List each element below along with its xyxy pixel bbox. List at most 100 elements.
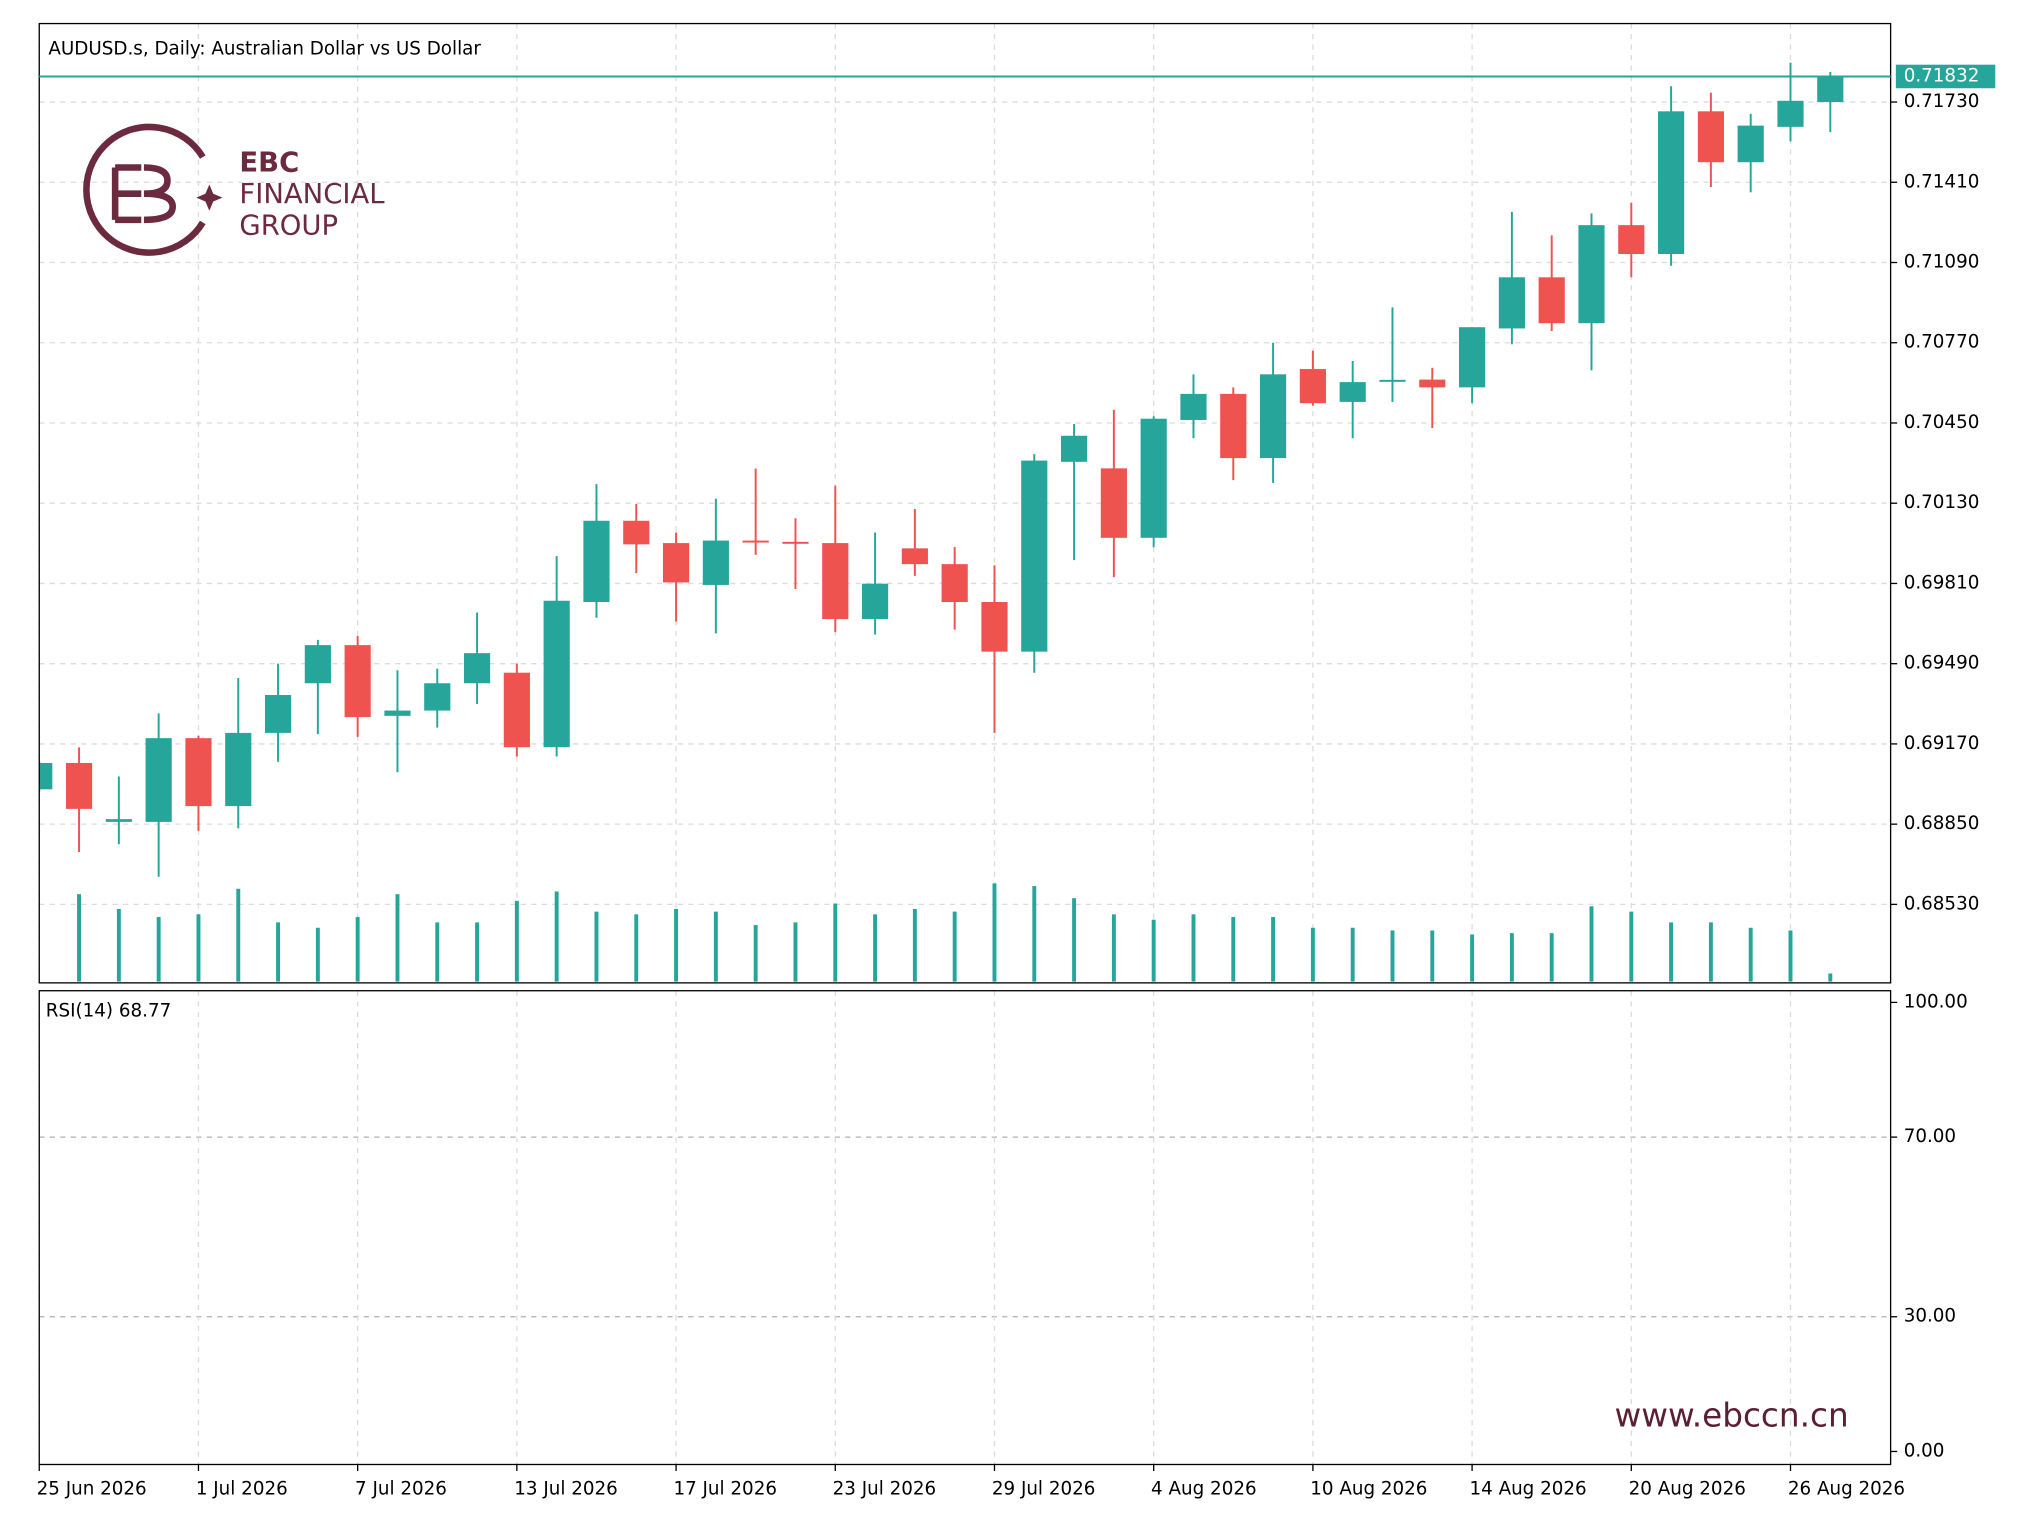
candle-body [1220,393,1247,459]
x-tick-label: 23 Jul 2026 [833,1478,937,1499]
x-tick-label: 4 Aug 2026 [1151,1478,1257,1499]
volume-bar [1310,927,1315,982]
volume-bar [833,903,838,982]
candle-body [1419,379,1446,388]
volume-bar [475,922,480,982]
x-tick-label: 25 Jun 2026 [37,1478,147,1499]
volume-bar [1669,922,1674,982]
volume-bar [77,894,82,982]
candle-body [503,672,530,748]
volume-bar [713,911,718,982]
candle-body [1379,379,1406,382]
y-tick-label: 0.69490 [1904,653,1980,674]
candle-body [782,541,809,544]
y-tick-label: 0.71090 [1904,252,1980,273]
candle-body [1021,460,1048,652]
candle-body [941,564,968,603]
volume-bar [753,925,758,982]
volume-bar [116,908,121,982]
volume-bar [1629,911,1634,982]
candle-body [264,695,292,733]
volume-bar [236,888,241,982]
x-tick-label: 7 Jul 2026 [355,1478,447,1499]
price-plot [39,62,1844,982]
volume-bar [1788,930,1793,982]
candle-body [65,762,93,809]
x-tick-label: 17 Jul 2026 [673,1478,777,1499]
volume-bar [1231,917,1236,982]
logo-text: GROUP [239,210,338,241]
volume-bar [514,900,519,982]
volume-bar [554,891,559,982]
x-tick-label: 26 Aug 2026 [1788,1478,1905,1499]
candle-body [463,653,491,684]
volume-bar [315,927,320,982]
x-tick-label: 10 Aug 2026 [1310,1478,1427,1499]
volume-bar [1032,886,1037,982]
candle-body [1737,125,1764,163]
rsi-frame [38,990,1892,1466]
y-tick-label: 100.00 [1904,991,1968,1012]
candle-body [702,540,729,585]
candle-body [1777,100,1804,127]
x-tick-label: 13 Jul 2026 [514,1478,618,1499]
candle-body [981,602,1008,652]
candle-body [1299,369,1326,404]
rsi-title: RSI(14) 68.77 [46,1001,171,1022]
candle-body [1260,374,1287,459]
candle-body [742,540,769,543]
candle-body [543,600,570,748]
grid [38,23,1891,983]
volume-bar [873,914,878,982]
candle-body [1578,225,1605,324]
volume-bar [674,908,679,982]
axes: 0.68530 0.68850 0.69170 0.69490 0.69810 0.701… [37,64,1996,1499]
candle-body [822,543,849,620]
candle-body [901,548,928,565]
candle-body [424,683,451,711]
volume-bar [1390,930,1395,982]
volume-bar [1072,898,1077,982]
x-tick-label: 20 Aug 2026 [1629,1478,1746,1499]
volume-bar [355,917,360,982]
candle-body [861,583,889,620]
y-tick-label: 0.70130 [1904,492,1980,513]
last-price-box [1895,64,1996,89]
volume-bar [1430,930,1435,982]
logo-text: FINANCIAL [239,179,385,210]
candle-body [39,762,53,790]
volume-bar [1828,973,1833,982]
y-tick-label: 0.70450 [1904,412,1980,433]
candle-body [1339,382,1366,402]
volume-bar [793,922,798,982]
volume-bar [276,922,281,982]
volume-bar [1708,922,1713,982]
y-tick-label: 70.00 [1904,1126,1956,1147]
logo: EBC FINANCIAL GROUP [83,123,385,256]
volume-bar [1470,934,1475,982]
volume-bar [1589,906,1594,982]
volume-bar [1748,927,1753,982]
volume-bar [1151,919,1156,982]
candle-body [1140,418,1167,538]
watermark-url: www.ebccn.cn [1614,1396,1848,1434]
y-tick-label: 0.69810 [1904,572,1980,593]
volume-bar [1111,914,1116,982]
candle-body [583,520,610,603]
candle-body [1658,111,1685,254]
candle-body [1459,327,1486,388]
y-tick-label: 0.68530 [1904,893,1980,914]
grid [38,990,1891,1465]
candle-body [1100,468,1127,538]
y-tick-label: 0.71730 [1904,91,1980,112]
volume-bar [156,917,161,982]
volume-bar [992,883,997,982]
volume-bar [634,914,639,982]
volume-bar [1271,917,1276,982]
volume-bar [395,894,400,982]
candle-body [1618,225,1645,254]
candle-body [1060,435,1088,462]
volume-bar [1350,927,1355,982]
candle-body [185,738,212,807]
chart-title: AUDUSD.s, Daily: Australian Dollar vs US… [48,39,481,60]
